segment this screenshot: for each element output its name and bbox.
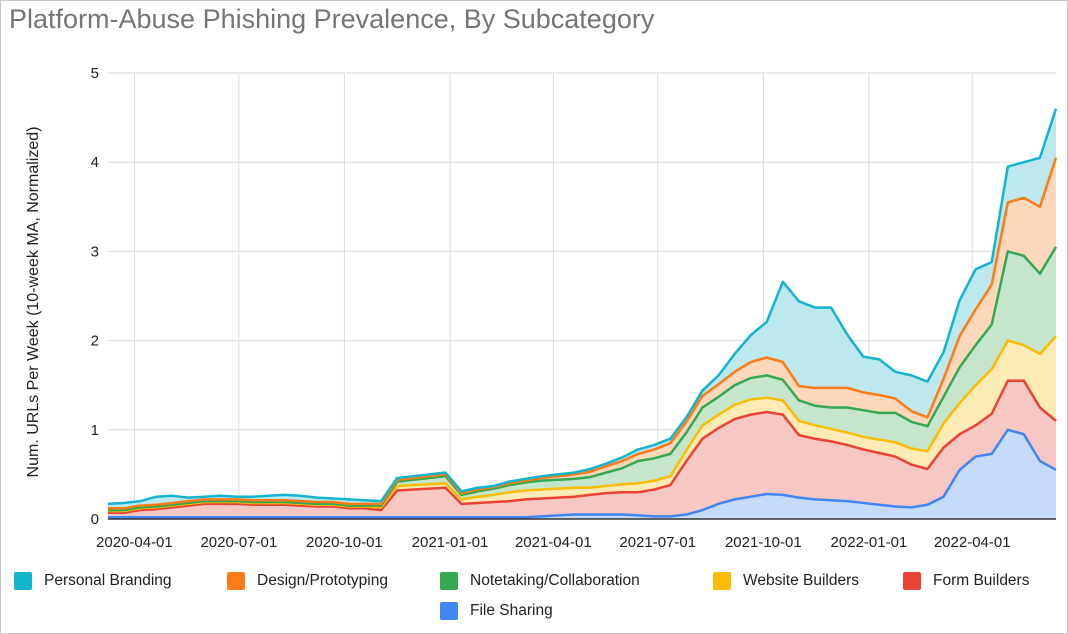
legend-swatch [440, 602, 458, 620]
legend-item-design-prototyping: Design/Prototyping [227, 572, 388, 590]
x-tick-label: 2020-10-01 [306, 534, 383, 551]
legend-item-file-sharing: File Sharing [440, 602, 553, 620]
y-tick-label: 3 [91, 243, 99, 260]
legend-label: File Sharing [470, 602, 553, 619]
x-tick-label: 2021-07-01 [619, 534, 696, 551]
x-tick-label: 2021-01-01 [412, 534, 489, 551]
x-tick-label: 2021-04-01 [515, 534, 592, 551]
legend-swatch [903, 572, 921, 590]
legend-item-website-builders: Website Builders [713, 572, 859, 590]
chart-title: Platform-Abuse Phishing Prevalence, By S… [9, 4, 655, 34]
legend-label: Notetaking/Collaboration [470, 572, 640, 589]
y-tick-label: 4 [91, 154, 99, 171]
legend: Personal Branding Design/Prototyping Notet… [0, 568, 1068, 628]
line-personal-branding [107, 108, 1058, 506]
y-tick-label: 0 [91, 511, 99, 528]
y-tick-labels: 0 1 2 3 4 5 [91, 65, 99, 528]
legend-item-form-builders: Form Builders [903, 572, 1029, 590]
legend-swatch [14, 572, 32, 590]
legend-swatch [440, 572, 458, 590]
line-form-builders [108, 379, 1057, 515]
area-file-sharing [108, 429, 1056, 519]
line-notetaking-collaboration [108, 246, 1058, 512]
y-axis-label: Num. URLs Per Week (10-week MA, Normaliz… [25, 127, 42, 478]
legend-item-personal-branding: Personal Branding [14, 572, 172, 590]
legend-label: Design/Prototyping [257, 572, 388, 589]
stacked-areas [108, 108, 1056, 519]
area-form-builders [108, 380, 1056, 518]
line-design-prototyping [108, 157, 1058, 510]
legend-swatch [713, 572, 731, 590]
grid-lines [108, 72, 1056, 519]
line-file-sharing [108, 428, 1057, 519]
y-tick-label: 5 [91, 65, 99, 82]
legend-label: Personal Branding [44, 572, 172, 589]
y-tick-label: 1 [91, 422, 99, 439]
x-tick-label: 2022-01-01 [831, 534, 908, 551]
x-tick-label: 2020-04-01 [96, 534, 173, 551]
legend-label: Form Builders [933, 572, 1030, 589]
legend-item-notetaking-collaboration: Notetaking/Collaboration [440, 572, 640, 590]
legend-swatch [227, 572, 245, 590]
x-tick-label: 2021-10-01 [725, 534, 802, 551]
series-lines [107, 108, 1058, 519]
y-tick-label: 2 [91, 333, 99, 350]
x-tick-label: 2020-07-01 [200, 534, 277, 551]
legend-label: Website Builders [743, 572, 860, 589]
x-tick-labels: 2020-04-01 2020-07-01 2020-10-01 2021-01-01… [96, 534, 1011, 551]
x-tick-label: 2022-04-01 [934, 534, 1011, 551]
